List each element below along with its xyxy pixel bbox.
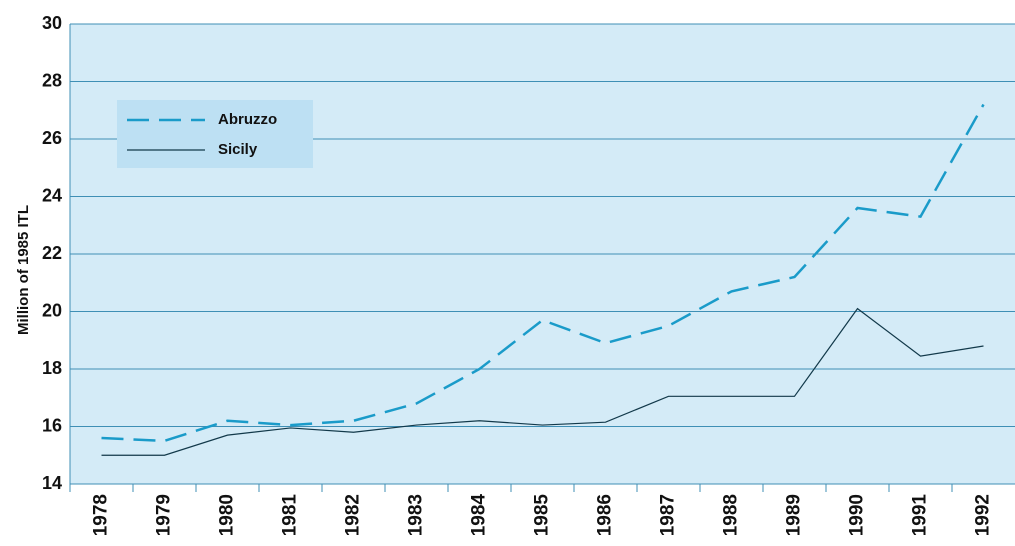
y-tick-label: 16 (42, 415, 62, 435)
x-tick-label: 1991 (910, 494, 931, 537)
x-tick-label: 1988 (721, 494, 742, 536)
legend-label: Abruzzo (218, 111, 277, 128)
x-tick-label: 1992 (973, 494, 994, 536)
x-tick-label: 1984 (469, 494, 490, 537)
y-tick-label: 14 (42, 473, 62, 493)
y-axis-label: Million of 1985 ITL (15, 205, 32, 335)
x-tick-label: 1982 (343, 494, 364, 536)
x-tick-label: 1987 (658, 494, 679, 536)
x-tick-label: 1981 (280, 494, 301, 537)
y-tick-label: 30 (42, 13, 62, 33)
legend-box (117, 100, 313, 168)
line-series (101, 307, 984, 456)
y-tick-label: 18 (42, 358, 62, 378)
y-tick-label: 24 (42, 185, 62, 205)
x-tick-label: 1978 (91, 494, 112, 536)
x-tick-label: 1989 (784, 494, 805, 536)
y-tick-label: 20 (42, 300, 62, 320)
x-tick-label: 1979 (154, 494, 175, 536)
x-tick-label: 1990 (847, 494, 868, 536)
legend-label: Sicily (218, 141, 258, 158)
y-tick-label: 26 (42, 128, 62, 148)
x-tick-label: 1986 (595, 494, 616, 536)
line-series (101, 103, 985, 443)
x-tick-label: 1980 (217, 494, 238, 536)
y-tick-label: 22 (42, 243, 62, 263)
x-tick-label: 1983 (406, 494, 427, 536)
x-tick-label: 1985 (532, 494, 553, 537)
y-tick-label: 28 (42, 70, 62, 90)
